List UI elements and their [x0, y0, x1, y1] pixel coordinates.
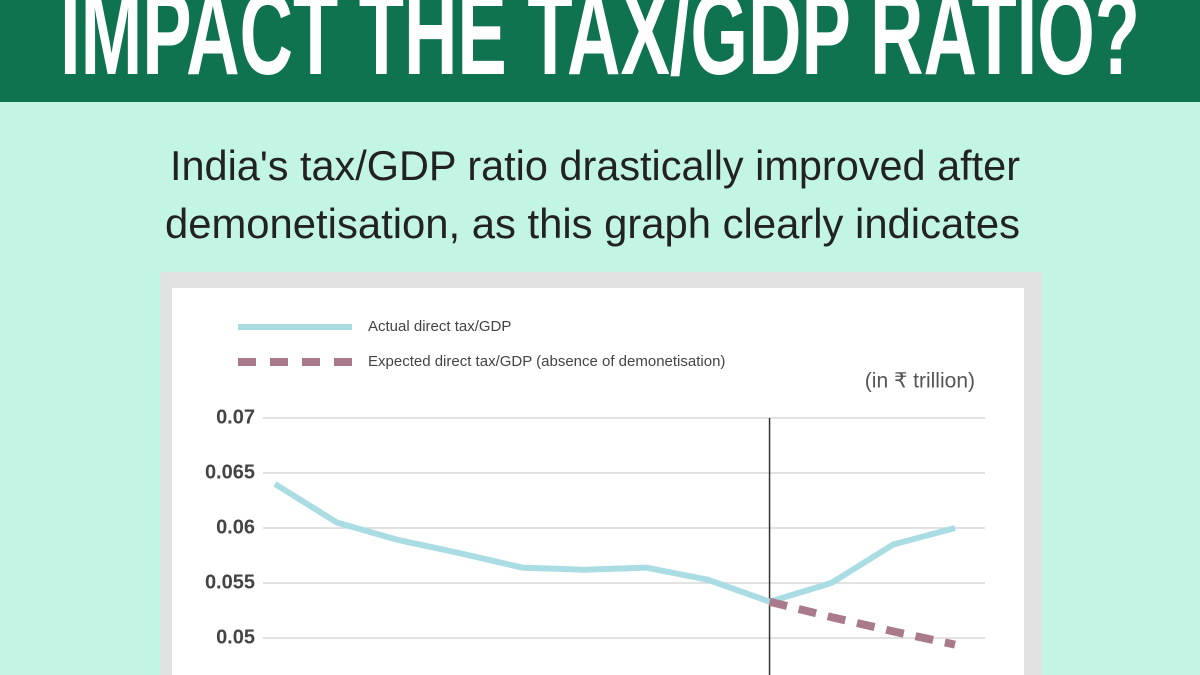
header-band — [0, 0, 1200, 102]
subtitle-line: India's tax/GDP ratio drastically improv… — [170, 142, 1020, 189]
y-tick-label: 0.065 — [205, 461, 255, 483]
chart-panel — [172, 288, 1024, 675]
header-title: IMPACT THE TAX/GDP RATIO? — [60, 0, 1140, 100]
subtitle-line: demonetisation, as this graph clearly in… — [165, 200, 1020, 247]
y-tick-label: 0.055 — [205, 571, 255, 593]
y-tick-label: 0.06 — [216, 516, 255, 538]
legend-label: Expected direct tax/GDP (absence of demo… — [368, 353, 725, 370]
data-line — [768, 597, 956, 649]
data-line — [273, 481, 956, 605]
y-tick-label: 0.05 — [216, 626, 255, 648]
y-tick-label: 0.07 — [216, 406, 255, 428]
legend-label: Actual direct tax/GDP — [368, 318, 511, 335]
unit-note: (in ₹ trillion) — [865, 370, 975, 393]
